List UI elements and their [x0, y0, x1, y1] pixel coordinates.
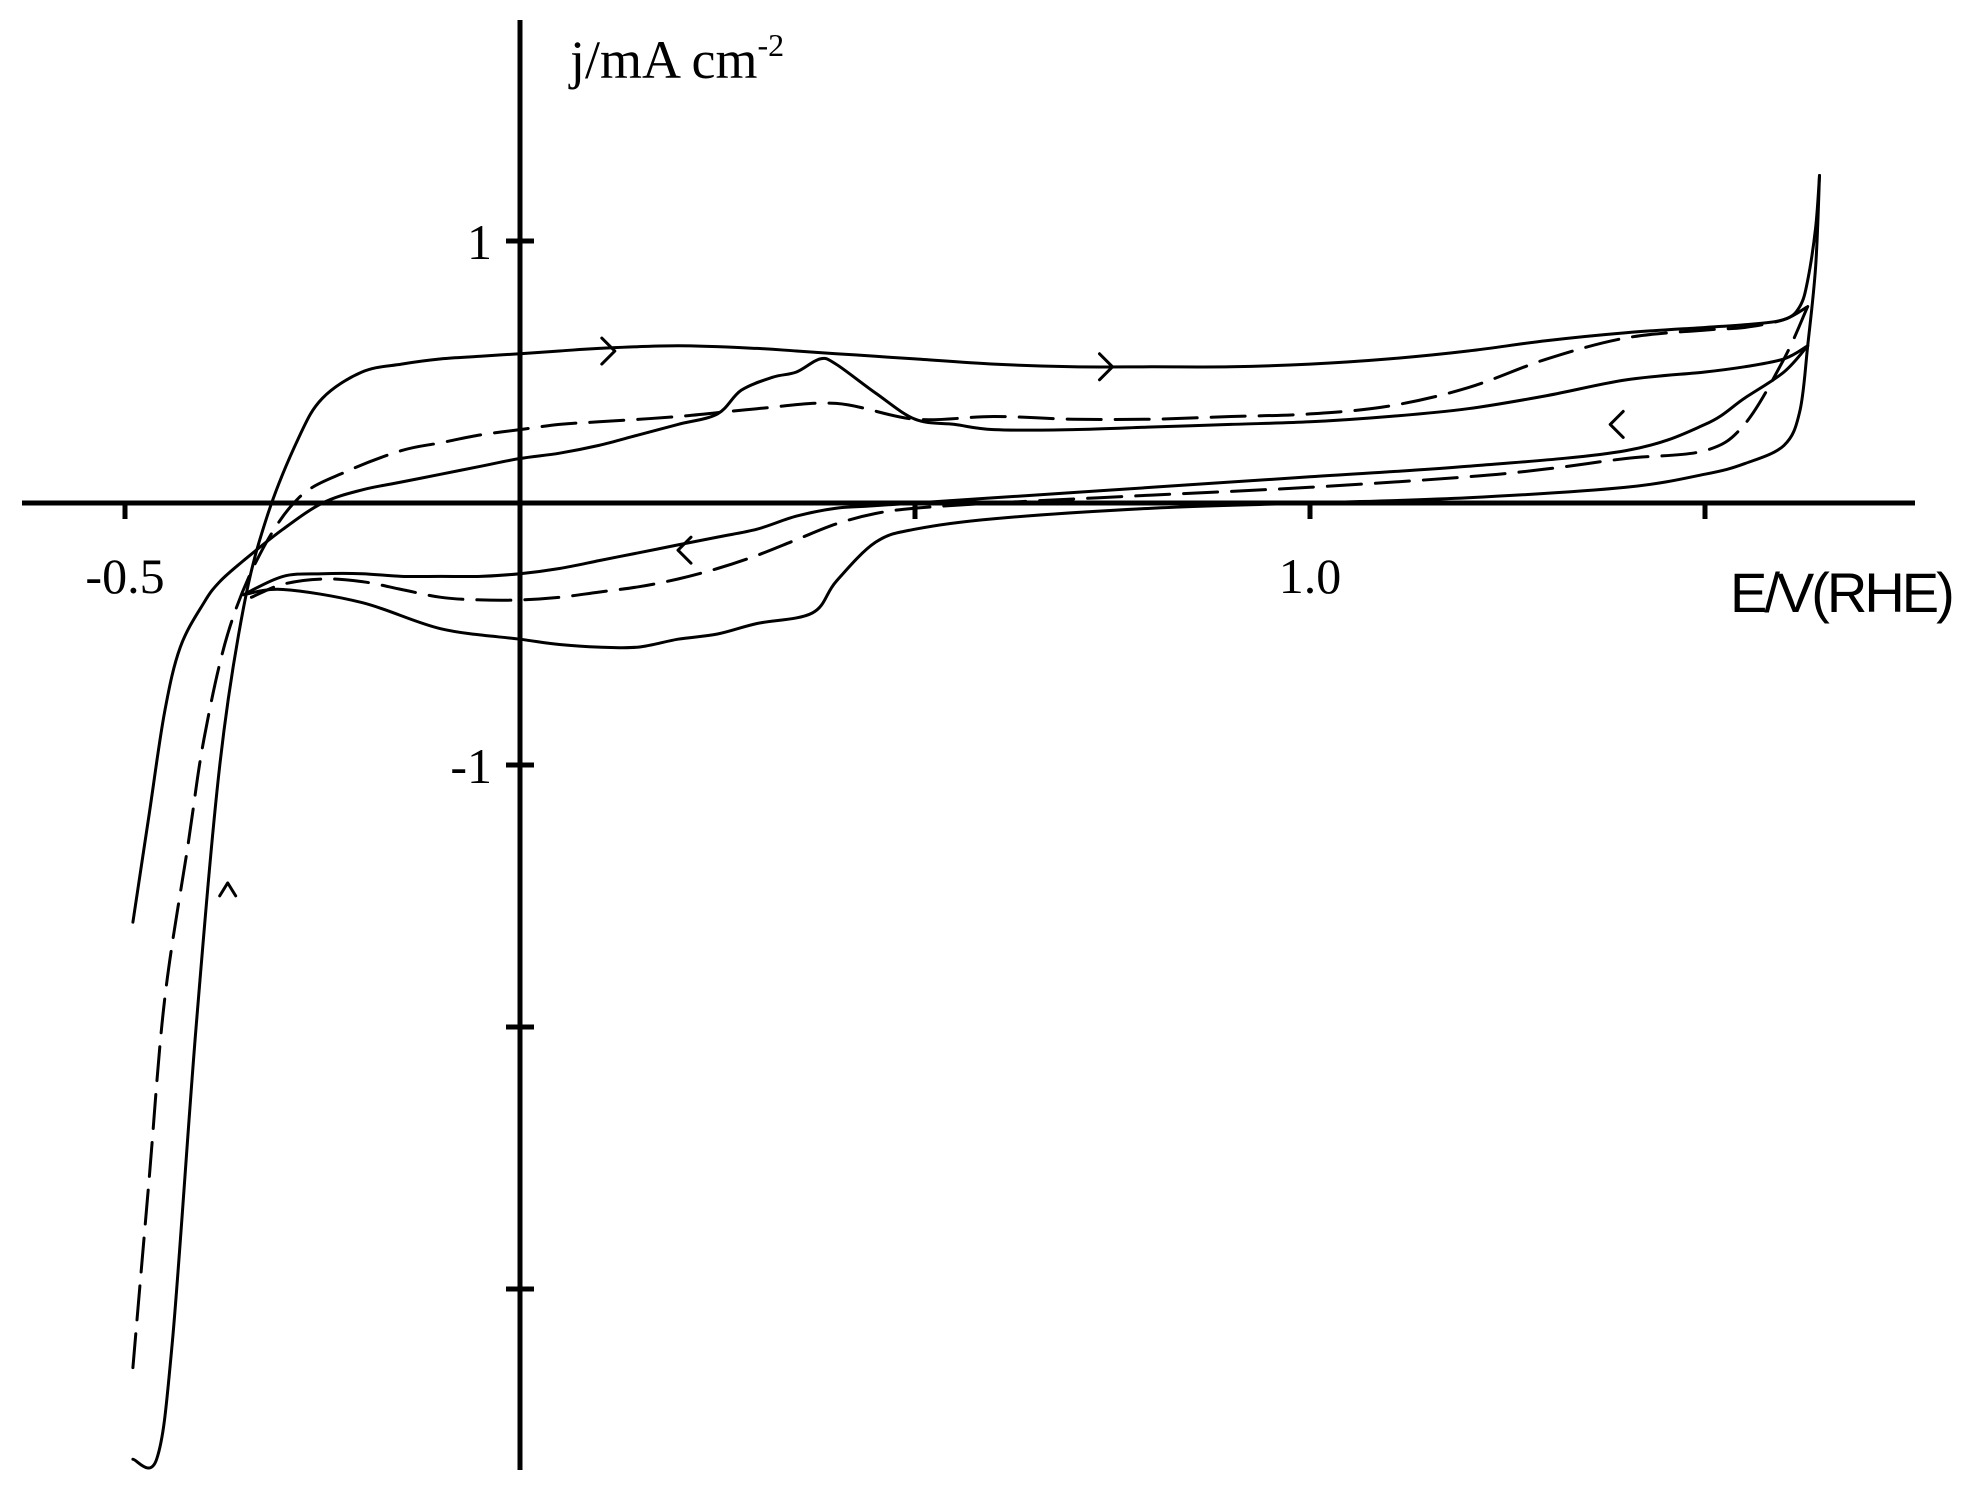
y-tick-label-0: 1 — [467, 214, 492, 270]
cv-curve-5 — [249, 305, 1810, 602]
x-tick-label-1: 1.0 — [1279, 548, 1342, 604]
cv-curve-3 — [242, 344, 1810, 597]
direction-arrows — [218, 336, 1625, 898]
direction-arrow-2 — [1608, 409, 1625, 439]
y-tick-label-1: -1 — [450, 738, 492, 794]
y-axis-title-superscript: -2 — [758, 27, 785, 63]
cv-curve-1 — [242, 174, 1821, 650]
direction-arrow-1 — [1098, 352, 1114, 382]
y-axis-title: j/mA cm-2 — [568, 27, 784, 90]
curves — [131, 174, 1821, 1470]
x-axis-title: E/V(RHE) — [1730, 561, 1952, 624]
ticks: -0.5 1.0 1 -1 — [85, 214, 1708, 1292]
cv-curve-0 — [131, 174, 1821, 1470]
cv-curve-2 — [131, 344, 1810, 924]
axes — [22, 20, 1915, 1470]
direction-arrow-4 — [218, 881, 238, 898]
y-axis-title-main: j/mA cm — [568, 30, 758, 90]
direction-arrow-3 — [676, 535, 693, 565]
direction-arrow-0 — [600, 336, 617, 366]
labels: j/mA cm-2 E/V(RHE) — [568, 27, 1955, 624]
x-tick-label-0: -0.5 — [85, 548, 164, 604]
cv-curve-4 — [131, 305, 1810, 1370]
